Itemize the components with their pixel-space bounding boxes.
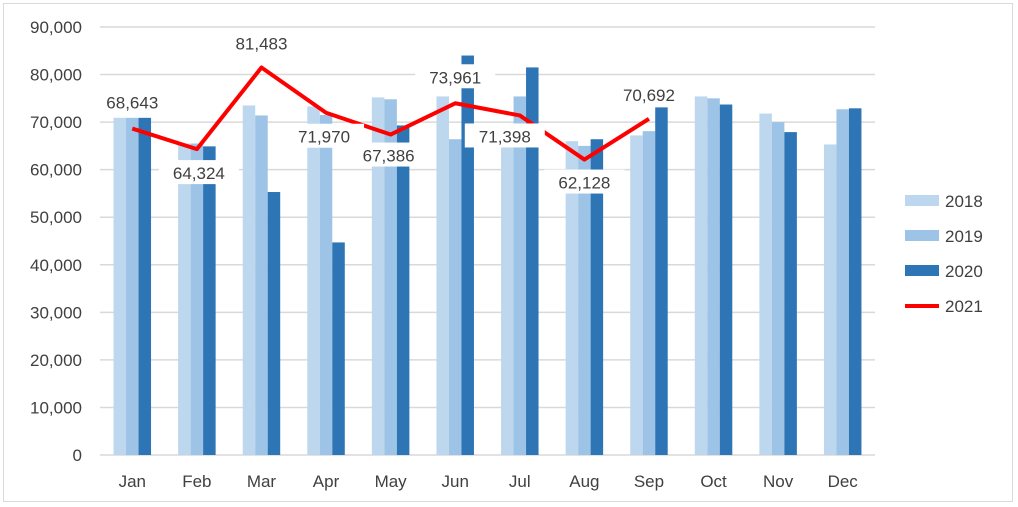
y-tick-label: 90,000 — [30, 18, 82, 37]
x-tick-label: Feb — [182, 472, 211, 491]
legend-label-2019: 2019 — [945, 227, 983, 246]
data-label-2021: 73,961 — [429, 68, 481, 87]
x-tick-label: Oct — [700, 472, 727, 491]
data-label-2021: 81,483 — [235, 35, 287, 54]
y-tick-label: 80,000 — [30, 66, 82, 85]
legend-label-2020: 2020 — [945, 262, 983, 281]
data-label-bg — [221, 30, 302, 55]
y-tick-label: 0 — [73, 446, 82, 465]
bar-2018-Oct — [694, 96, 708, 455]
y-tick-label: 10,000 — [30, 398, 82, 417]
bar-2019-Apr — [319, 114, 333, 455]
legend-label-2021: 2021 — [945, 297, 983, 316]
bar-2019-Jan — [126, 117, 139, 455]
bar-2018-Dec — [823, 144, 837, 455]
bar-2020-Dec — [848, 108, 862, 455]
x-tick-label: Apr — [313, 472, 340, 491]
bar-2020-Oct — [719, 104, 733, 455]
bar-2018-Mar — [242, 105, 256, 455]
data-label-2021: 67,386 — [363, 147, 415, 166]
bar-2018-Sep — [630, 135, 643, 455]
bar-2020-May — [396, 125, 410, 455]
bar-2018-Aug — [565, 141, 579, 455]
bar-2020-Feb — [203, 146, 216, 455]
y-tick-label: 40,000 — [30, 256, 82, 275]
legend-label-2018: 2018 — [945, 192, 983, 211]
bar-2019-Nov — [771, 122, 785, 455]
legend-swatch-2018 — [905, 195, 939, 206]
y-tick-label: 50,000 — [30, 208, 82, 227]
bar-2019-Sep — [642, 131, 656, 455]
bar-2019-Feb — [190, 143, 204, 455]
bar-2019-Oct — [707, 98, 720, 455]
data-label-bg — [544, 169, 625, 194]
x-tick-label: Jun — [441, 472, 468, 491]
bar-2018-Nov — [759, 113, 772, 455]
data-label-bg — [92, 89, 173, 114]
bar-2019-May — [384, 99, 397, 455]
y-tick-label: 60,000 — [30, 161, 82, 180]
x-tick-label: Mar — [247, 472, 277, 491]
legend-swatch-2020 — [905, 265, 939, 276]
bar-2019-Mar — [255, 115, 268, 455]
bar-2020-Mar — [267, 192, 281, 456]
data-label-2021: 64,324 — [173, 164, 225, 183]
bar-2020-Jun — [461, 55, 474, 456]
data-label-2021: 70,692 — [623, 86, 675, 105]
line-2021 — [131, 65, 651, 162]
data-label-bg — [348, 142, 429, 167]
x-tick-label: Nov — [763, 472, 794, 491]
x-tick-label: Dec — [828, 472, 859, 491]
bar-2019-Jul — [513, 96, 527, 455]
data-label-bg — [464, 123, 545, 148]
bar-2019-Dec — [836, 109, 849, 455]
chart-border — [3, 3, 1013, 502]
data-label-bg — [415, 64, 496, 89]
bar-2020-Sep — [655, 107, 668, 455]
y-tick-label: 30,000 — [30, 303, 82, 322]
y-tick-label: 70,000 — [30, 113, 82, 132]
bar-2018-Jan — [113, 117, 127, 455]
data-label-bg — [158, 160, 239, 185]
legend-swatch-2019 — [905, 230, 939, 241]
y-tick-label: 20,000 — [30, 351, 82, 370]
data-label-2021: 71,398 — [479, 127, 531, 146]
data-label-2021: 68,643 — [106, 94, 158, 113]
x-tick-label: May — [375, 472, 408, 491]
bar-2018-Apr — [307, 106, 320, 455]
bar-2018-Jul — [501, 126, 514, 455]
bar-2019-Jun — [448, 139, 462, 455]
x-tick-label: Sep — [634, 472, 664, 491]
bar-2018-Feb — [178, 143, 191, 455]
bar-2019-Aug — [578, 145, 591, 455]
bar-2020-Jan — [138, 117, 152, 455]
x-tick-label: Jan — [119, 472, 146, 491]
x-tick-label: Aug — [569, 472, 599, 491]
bar-2018-Jun — [436, 96, 449, 455]
bar-2020-Apr — [332, 242, 345, 455]
bar-2020-Aug — [590, 139, 604, 455]
data-label-bg — [608, 81, 689, 106]
bar-2020-Nov — [784, 132, 797, 455]
x-tick-label: Jul — [509, 472, 531, 491]
data-label-2021: 62,128 — [558, 174, 610, 193]
bar-2020-Jul — [526, 67, 539, 455]
data-label-2021: 71,970 — [298, 128, 350, 147]
bar-2018-May — [371, 97, 385, 455]
